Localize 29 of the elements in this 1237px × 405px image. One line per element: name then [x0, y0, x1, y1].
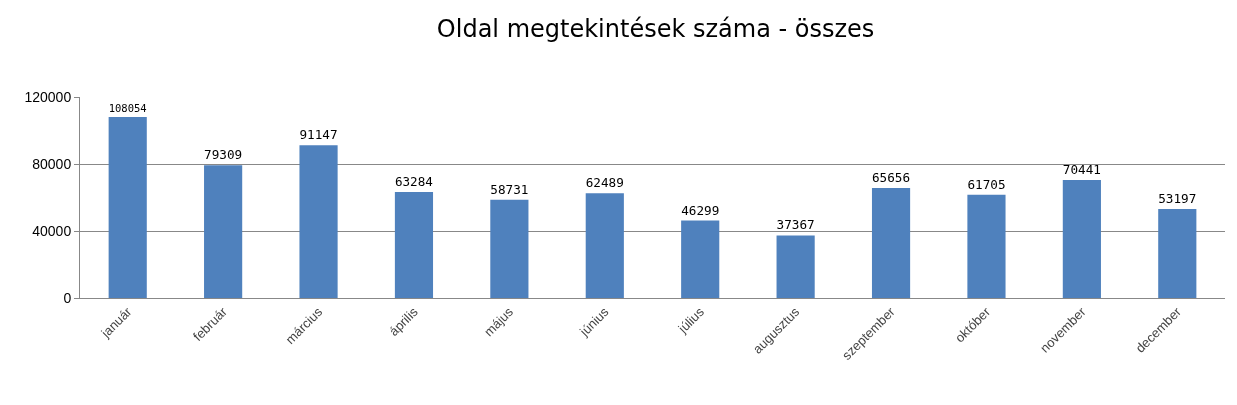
- y-tick-label: 80000: [32, 155, 72, 172]
- bar: [681, 220, 720, 298]
- data-label: 70441: [1062, 162, 1101, 178]
- y-tick-label: 40000: [32, 222, 72, 239]
- bar: [204, 165, 243, 298]
- data-label: 53197: [1158, 190, 1197, 206]
- data-label: 65656: [871, 170, 911, 186]
- bar: [776, 235, 815, 298]
- data-label: 63284: [394, 174, 433, 190]
- data-label: 37367: [776, 217, 815, 233]
- bar: [585, 193, 624, 298]
- bar: [490, 199, 529, 298]
- y-tick-label: 0: [63, 289, 72, 306]
- data-label: 108054: [108, 101, 147, 114]
- data-label: 79309: [204, 147, 243, 163]
- bar: [299, 145, 338, 298]
- bar: [108, 117, 147, 298]
- chart-title: Oldal megtekintések száma - összes: [436, 15, 875, 44]
- bar: [967, 194, 1006, 298]
- bar: [1062, 180, 1101, 298]
- data-label: 46299: [681, 202, 720, 218]
- y-tick-label: 120000: [24, 88, 72, 105]
- data-label: 61705: [967, 176, 1006, 192]
- data-label: 62489: [585, 175, 624, 191]
- data-label: 58731: [490, 181, 529, 197]
- bar: [871, 188, 911, 298]
- data-label: 91147: [299, 127, 338, 143]
- bar: [1158, 208, 1197, 298]
- bar: [394, 192, 434, 298]
